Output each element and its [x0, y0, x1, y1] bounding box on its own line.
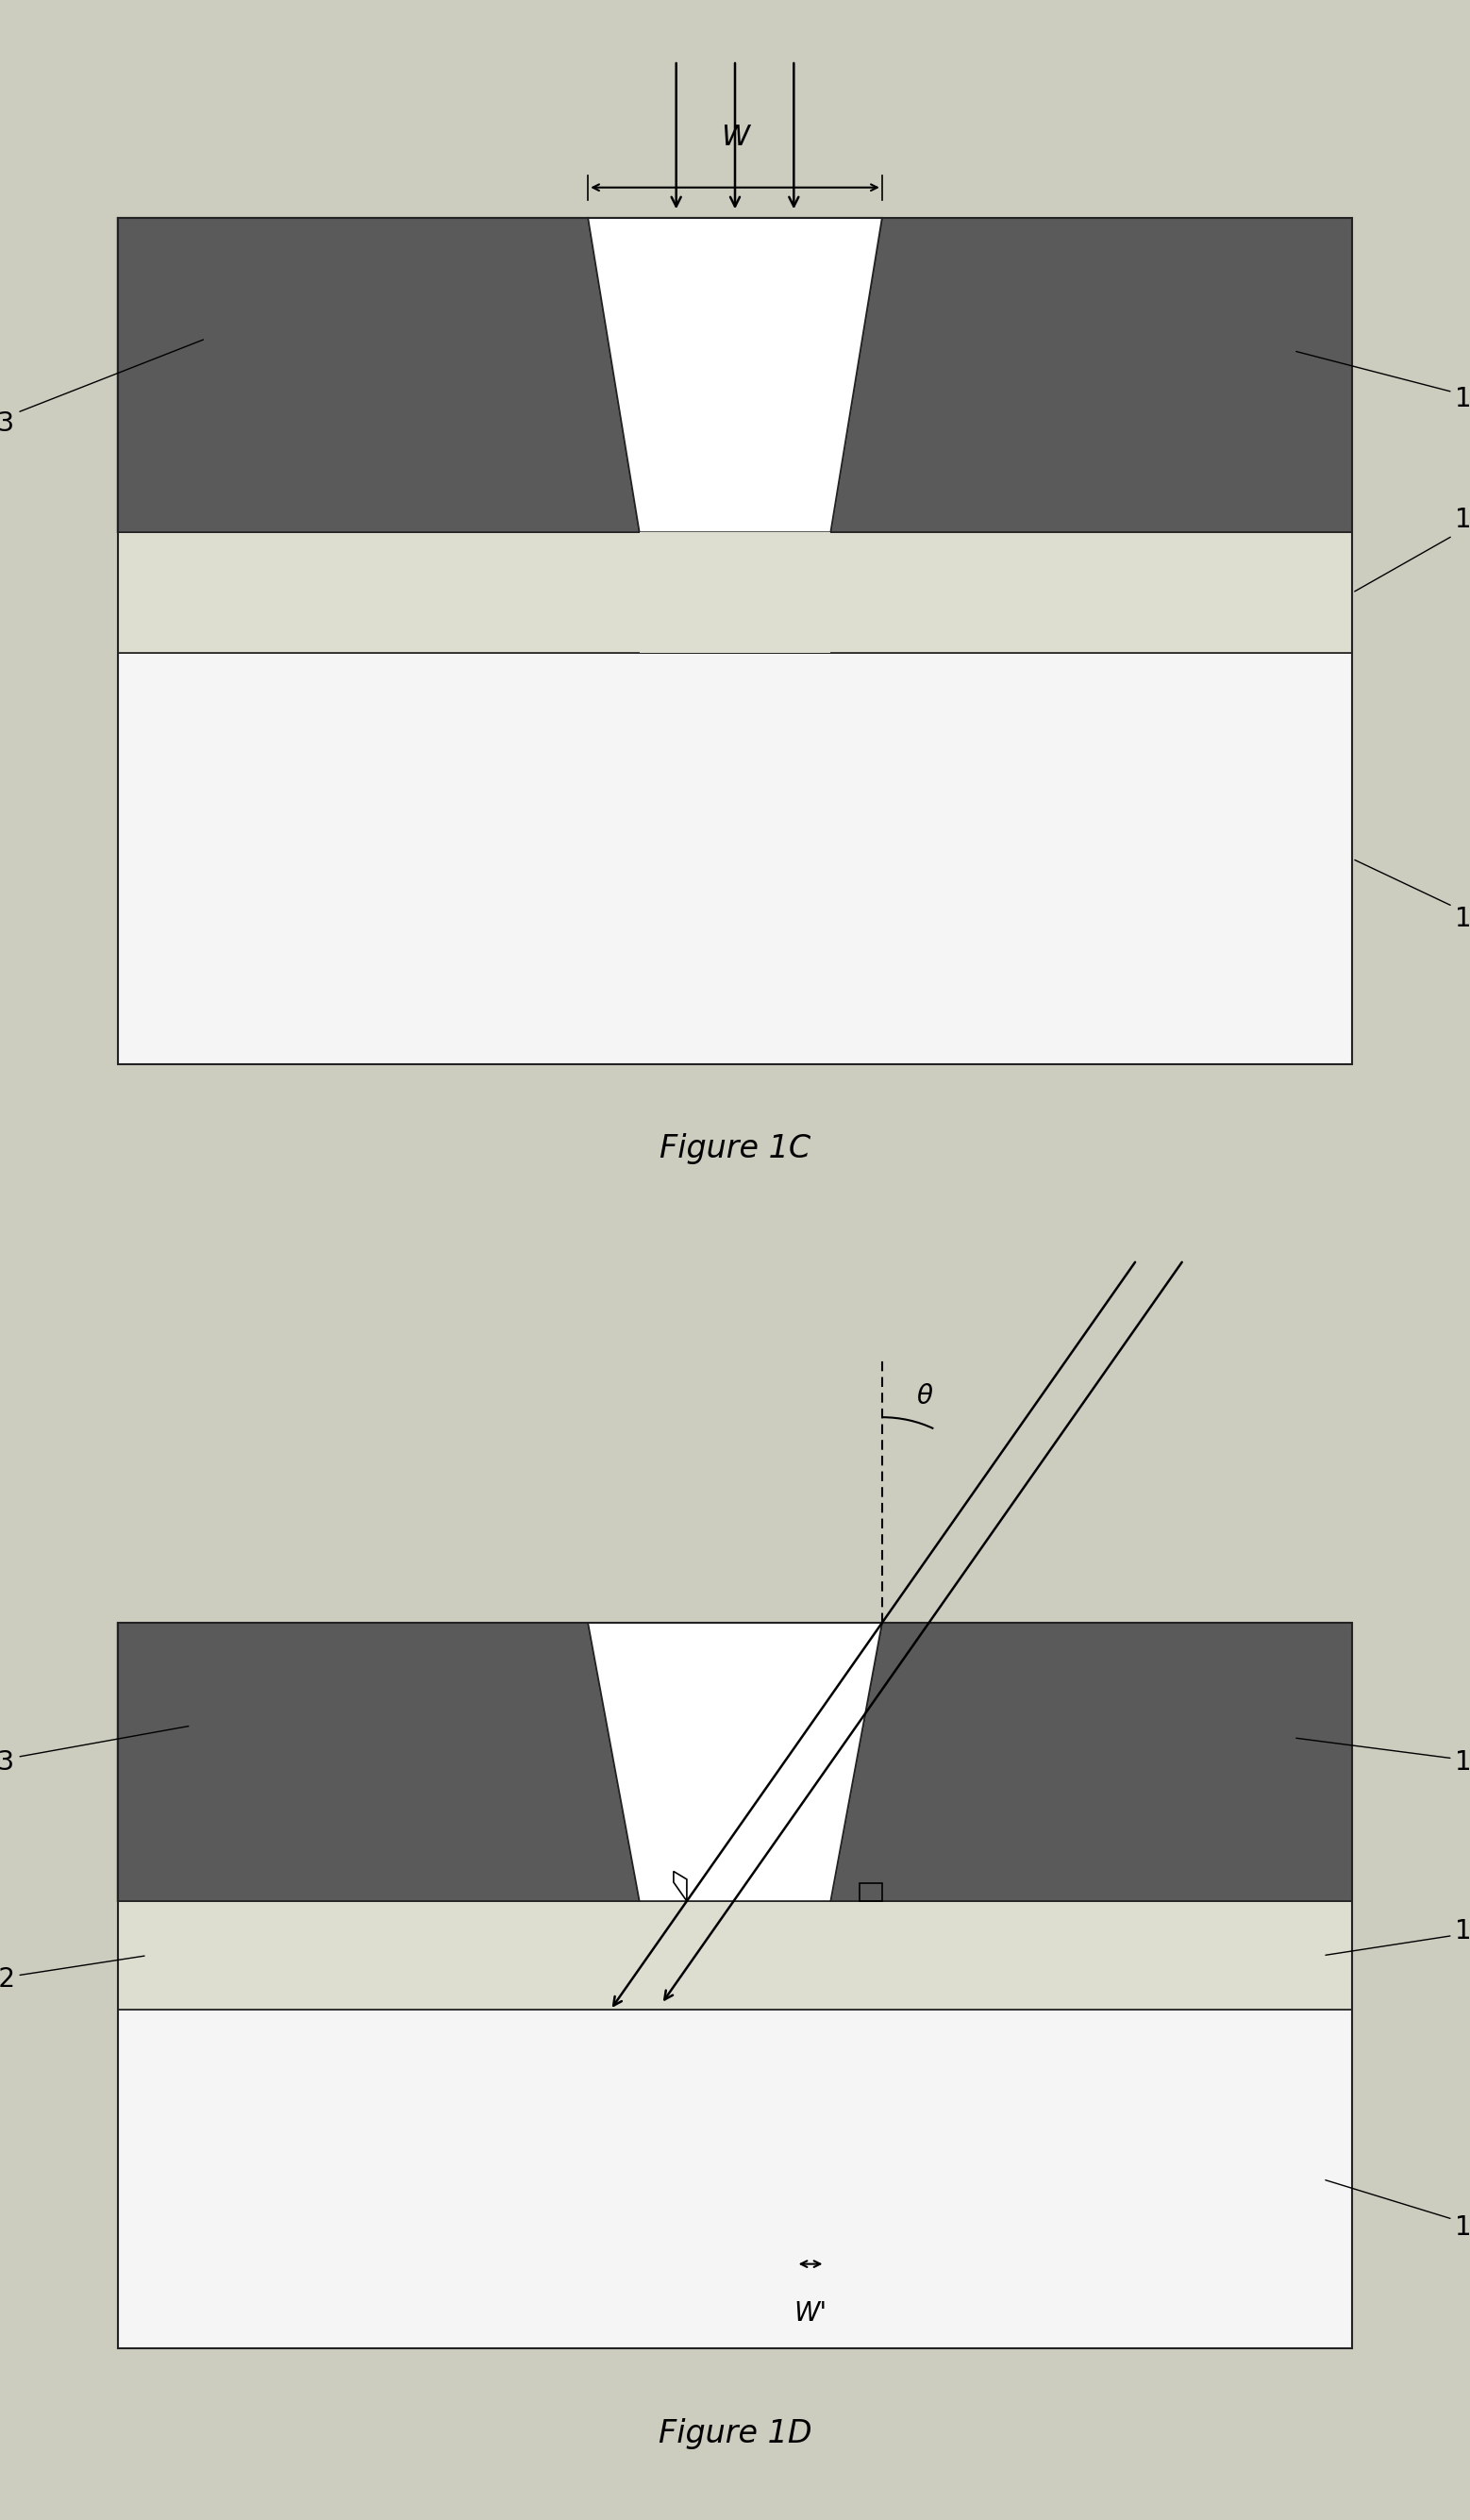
Polygon shape	[118, 532, 1352, 653]
Polygon shape	[118, 2011, 1352, 2349]
Polygon shape	[118, 653, 1352, 1063]
Polygon shape	[588, 1623, 882, 1900]
Text: 101: 101	[1355, 859, 1470, 932]
Text: Figure 1C: Figure 1C	[660, 1134, 810, 1164]
Polygon shape	[831, 217, 1352, 532]
Text: 103: 103	[1297, 1739, 1470, 1774]
Polygon shape	[118, 1900, 1352, 2011]
Polygon shape	[588, 217, 882, 532]
Text: 102: 102	[0, 1956, 144, 1993]
Text: 102: 102	[1355, 507, 1470, 592]
Text: 103: 103	[0, 340, 203, 436]
Polygon shape	[118, 1623, 639, 1900]
Polygon shape	[639, 532, 831, 653]
Text: W: W	[720, 123, 750, 151]
Text: θ: θ	[916, 1383, 932, 1411]
Text: W': W'	[794, 2301, 828, 2326]
Text: Figure 1D: Figure 1D	[659, 2417, 811, 2449]
Text: 102: 102	[1326, 1918, 1470, 1956]
Polygon shape	[118, 217, 639, 532]
Text: 103: 103	[1297, 350, 1470, 413]
Text: 101: 101	[1326, 2180, 1470, 2240]
Text: 103: 103	[0, 1726, 188, 1774]
Polygon shape	[831, 1623, 1352, 1900]
